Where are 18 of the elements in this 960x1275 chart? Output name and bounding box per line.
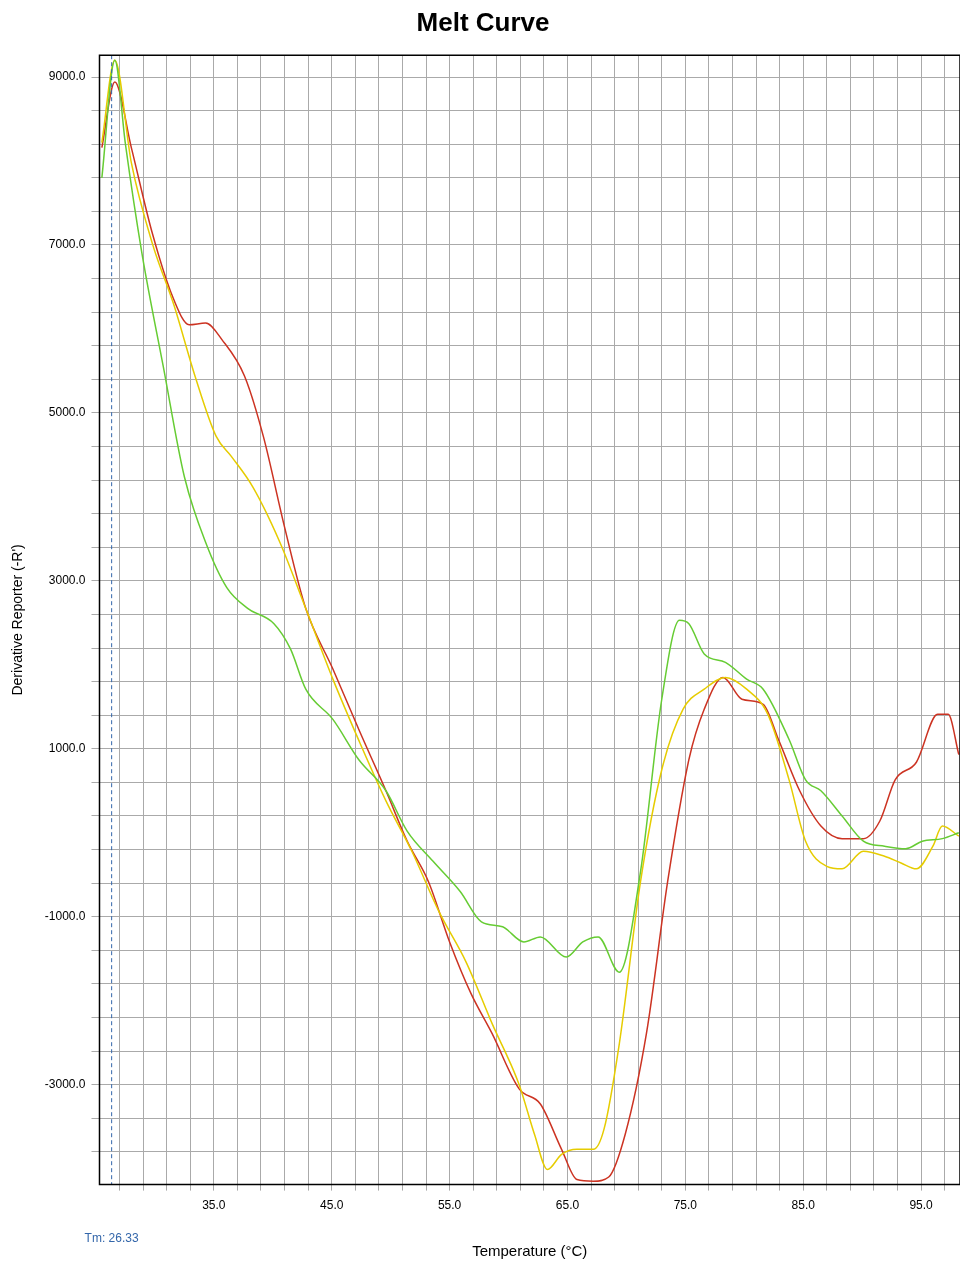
y-tick-label: 3000.0 [48, 573, 86, 588]
y-tick-label: 7000.0 [48, 237, 86, 252]
x-tick-label: 35.0 [202, 1198, 226, 1213]
x-axis-title: Temperature (°C) [472, 1242, 588, 1260]
ref-line-label: Tm: 26.33 [84, 1230, 139, 1245]
x-tick-label: 85.0 [791, 1198, 816, 1213]
x-tick-label: 95.0 [909, 1198, 934, 1213]
y-tick-label: 5000.0 [48, 405, 86, 420]
y-tick-label: -3000.0 [44, 1076, 86, 1091]
x-tick-label: 65.0 [555, 1198, 580, 1213]
x-tick-label: 55.0 [437, 1198, 462, 1213]
x-tick-label: 75.0 [673, 1198, 698, 1213]
x-tick-label: 45.0 [320, 1198, 344, 1213]
y-axis-title: Derivative Reporter (-R') [9, 544, 26, 696]
y-tick-label: -1000.0 [44, 909, 86, 924]
y-tick-label: 1000.0 [48, 741, 86, 756]
y-tick-label: 9000.0 [48, 69, 86, 84]
chart-title: Melt Curve [416, 6, 550, 37]
